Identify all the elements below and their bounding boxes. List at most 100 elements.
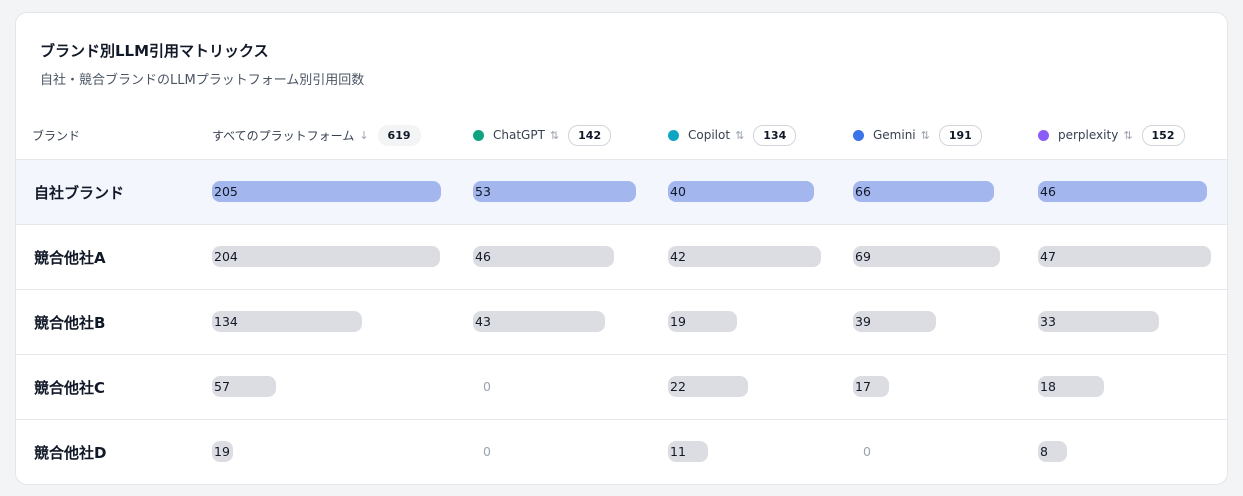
cell-perplexity: 33 [1038, 311, 1159, 332]
table-row-competitor-b: 競合他社B 134 43 19 39 33 [16, 289, 1227, 354]
cell-gemini: 17 [853, 376, 889, 397]
column-header-copilot[interactable]: Copilot ⇅ 134 [668, 120, 797, 150]
total-badge: 152 [1141, 124, 1185, 146]
count-bar [668, 311, 737, 332]
column-label: ChatGPT [493, 128, 545, 142]
count-bar [853, 376, 889, 397]
cell-all-platforms: 205 [212, 181, 441, 202]
count-value: 43 [475, 314, 491, 329]
count-bar [1038, 246, 1211, 267]
count-bar [668, 246, 821, 267]
count-value: 22 [670, 379, 686, 394]
count-value: 19 [670, 314, 686, 329]
total-badge: 619 [377, 124, 421, 146]
count-value: 33 [1040, 314, 1056, 329]
count-bar [853, 246, 1000, 267]
table-row-competitor-a: 競合他社A 204 46 42 69 47 [16, 224, 1227, 289]
count-bar [853, 181, 994, 202]
count-value: 0 [483, 444, 491, 459]
count-bar [1038, 181, 1207, 202]
count-value: 66 [855, 184, 871, 199]
cell-copilot: 19 [668, 311, 737, 332]
sort-updown-icon[interactable]: ⇅ [920, 128, 930, 142]
count-bar [473, 311, 605, 332]
sort-updown-icon[interactable]: ⇅ [549, 128, 560, 142]
card-title: ブランド別LLM引用マトリックス [40, 42, 269, 60]
count-value: 57 [214, 379, 230, 394]
count-bar [1038, 376, 1104, 397]
perplexity-color-dot-icon [1038, 129, 1049, 141]
cell-perplexity: 18 [1038, 376, 1104, 397]
arrow-down-icon[interactable]: ↓ [359, 128, 369, 142]
count-value: 40 [670, 184, 686, 199]
count-bar [853, 311, 936, 332]
column-label: perplexity [1058, 128, 1119, 142]
cell-chatgpt: 46 [473, 246, 614, 267]
cell-gemini: 69 [853, 246, 1000, 267]
cell-perplexity: 47 [1038, 246, 1211, 267]
brand-name: 競合他社D [34, 443, 107, 462]
total-badge: 191 [938, 124, 982, 146]
column-label: Gemini [873, 128, 916, 142]
cell-copilot: 22 [668, 376, 748, 397]
cell-all-platforms: 134 [212, 311, 362, 332]
cell-chatgpt: 0 [473, 376, 503, 397]
cell-gemini: 0 [853, 441, 883, 462]
cell-copilot: 40 [668, 181, 814, 202]
count-value: 204 [214, 249, 238, 264]
count-value: 42 [670, 249, 686, 264]
count-value: 46 [1040, 184, 1056, 199]
citation-matrix-card: ブランド別LLM引用マトリックス 自社・競合ブランドのLLMプラットフォーム別引… [15, 12, 1228, 485]
count-value: 0 [863, 444, 871, 459]
count-value: 17 [855, 379, 871, 394]
count-value: 134 [214, 314, 238, 329]
cell-copilot: 42 [668, 246, 821, 267]
column-header-gemini[interactable]: Gemini ⇅ 191 [853, 120, 982, 150]
count-value: 39 [855, 314, 871, 329]
count-value: 8 [1040, 444, 1048, 459]
brand-name: 競合他社B [34, 313, 106, 332]
brand-name: 自社ブランド [34, 183, 125, 202]
sort-updown-icon[interactable]: ⇅ [1123, 128, 1133, 142]
cell-perplexity: 46 [1038, 181, 1207, 202]
count-value: 0 [483, 379, 491, 394]
count-value: 205 [214, 184, 238, 199]
count-value: 11 [670, 444, 686, 459]
count-value: 46 [475, 249, 491, 264]
cell-all-platforms: 204 [212, 246, 440, 267]
count-bar [668, 376, 748, 397]
copilot-color-dot-icon [668, 129, 679, 141]
count-value: 18 [1040, 379, 1056, 394]
column-header-all-platforms[interactable]: すべてのプラットフォーム ↓ 619 [212, 120, 421, 150]
cell-chatgpt: 0 [473, 441, 503, 462]
column-label: Copilot [688, 128, 731, 142]
table-row-competitor-c: 競合他社C 57 0 22 17 18 [16, 354, 1227, 419]
cell-copilot: 11 [668, 441, 708, 462]
column-header-chatgpt[interactable]: ChatGPT ⇅ 142 [473, 120, 612, 150]
total-badge: 142 [568, 124, 612, 146]
column-header-perplexity[interactable]: perplexity ⇅ 152 [1038, 120, 1185, 150]
count-value: 53 [475, 184, 491, 199]
cell-gemini: 66 [853, 181, 994, 202]
sort-updown-icon[interactable]: ⇅ [735, 128, 745, 142]
gemini-color-dot-icon [853, 129, 864, 141]
cell-all-platforms: 19 [212, 441, 233, 462]
card-subtitle: 自社・競合ブランドのLLMプラットフォーム別引用回数 [40, 73, 365, 88]
cell-gemini: 39 [853, 311, 936, 332]
cell-chatgpt: 43 [473, 311, 605, 332]
count-value: 69 [855, 249, 871, 264]
table-row-own-brand: 自社ブランド 205 53 40 66 46 [16, 159, 1227, 224]
brand-header-label: ブランド [32, 128, 81, 143]
count-bar [1038, 441, 1067, 462]
table-row-competitor-d: 競合他社D 19 0 11 0 8 [16, 419, 1227, 484]
brand-name: 競合他社A [34, 248, 106, 267]
count-bar [212, 441, 233, 462]
count-bar [212, 246, 440, 267]
brand-column-header: ブランド [32, 120, 80, 150]
count-bar [473, 246, 614, 267]
cell-perplexity: 8 [1038, 441, 1067, 462]
count-bar [212, 311, 362, 332]
count-value: 47 [1040, 249, 1056, 264]
cell-all-platforms: 57 [212, 376, 276, 397]
chatgpt-color-dot-icon [473, 129, 484, 141]
